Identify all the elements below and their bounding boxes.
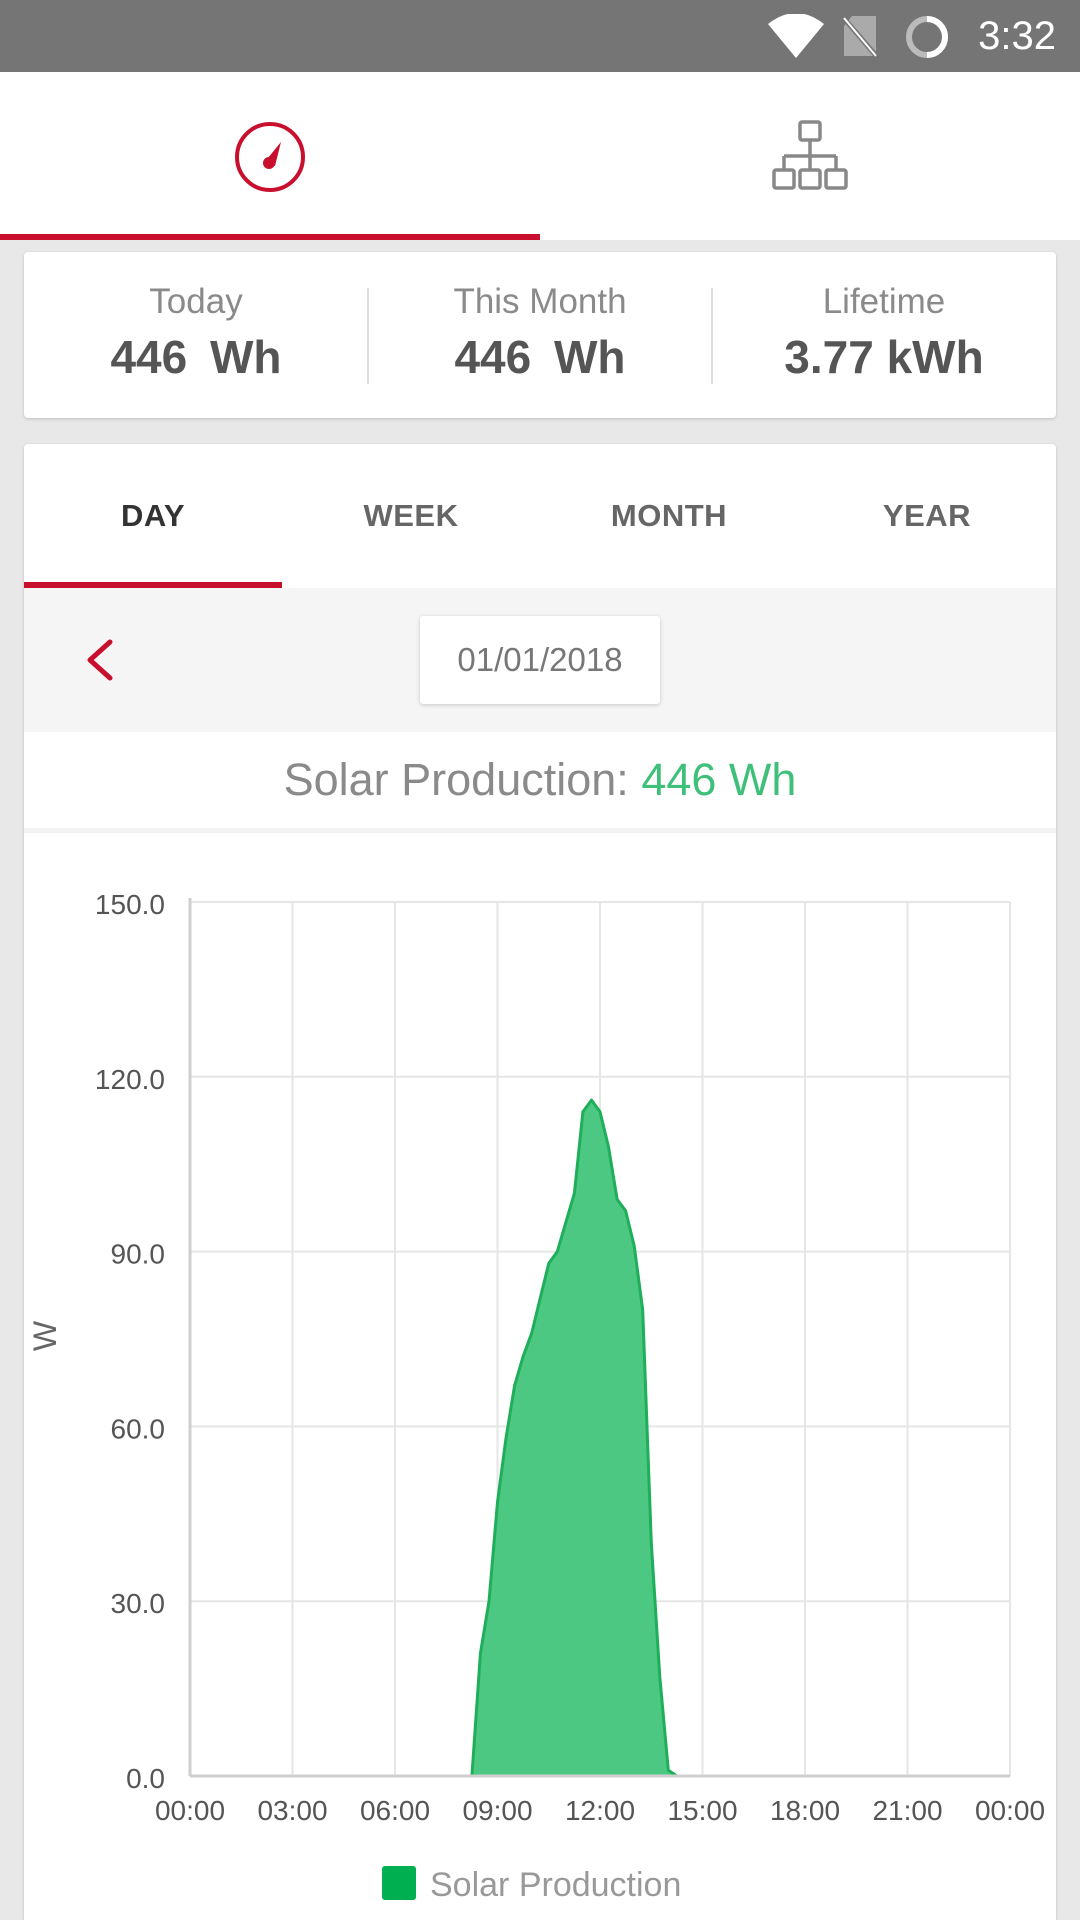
summary-month: This Month 446 Wh <box>368 252 712 418</box>
active-period-indicator <box>24 582 282 588</box>
tab-dashboard[interactable] <box>0 72 540 240</box>
top-nav <box>0 72 1080 240</box>
hierarchy-icon <box>772 120 848 190</box>
production-summary: Solar Production: 446 Wh <box>24 732 1056 833</box>
lifetime-value: 3.77 kWh <box>784 331 984 383</box>
production-card: DAY WEEK MONTH YEAR 01/01/2018 Solar Pro… <box>24 444 1056 1920</box>
tab-month[interactable]: MONTH <box>540 444 798 588</box>
today-value: 446 Wh <box>110 331 282 383</box>
sync-icon <box>906 16 948 58</box>
status-time: 3:32 <box>978 14 1056 58</box>
tab-week[interactable]: WEEK <box>282 444 540 588</box>
wifi-icon <box>768 14 824 58</box>
today-label: Today <box>149 282 243 321</box>
month-label: This Month <box>453 282 627 321</box>
month-value: 446 Wh <box>454 331 626 383</box>
period-tabs: DAY WEEK MONTH YEAR <box>24 444 1056 588</box>
production-value: 446 Wh <box>641 754 797 805</box>
date-picker-button[interactable]: 01/01/2018 <box>420 616 660 704</box>
production-label: Solar Production: <box>283 754 629 805</box>
tab-year-label: YEAR <box>882 498 972 533</box>
active-tab-indicator <box>0 234 540 240</box>
summary-lifetime: Lifetime 3.77 kWh <box>712 252 1056 418</box>
tab-day-label: DAY <box>120 498 186 533</box>
tab-year[interactable]: YEAR <box>798 444 1056 588</box>
summary-card: Today 446 Wh This Month 446 Wh Lifetime … <box>24 252 1056 418</box>
chevron-left-icon[interactable] <box>80 638 120 682</box>
tab-devices[interactable] <box>540 72 1080 240</box>
status-bar: 3:32 <box>0 0 1080 72</box>
summary-today: Today 446 Wh <box>24 252 368 418</box>
no-sim-icon <box>842 14 878 58</box>
summary-divider <box>711 288 713 384</box>
lifetime-label: Lifetime <box>822 282 946 321</box>
tab-month-label: MONTH <box>610 498 728 533</box>
gauge-icon <box>235 122 305 192</box>
tab-day[interactable]: DAY <box>24 444 282 588</box>
tab-week-label: WEEK <box>363 498 459 533</box>
summary-divider <box>367 288 369 384</box>
